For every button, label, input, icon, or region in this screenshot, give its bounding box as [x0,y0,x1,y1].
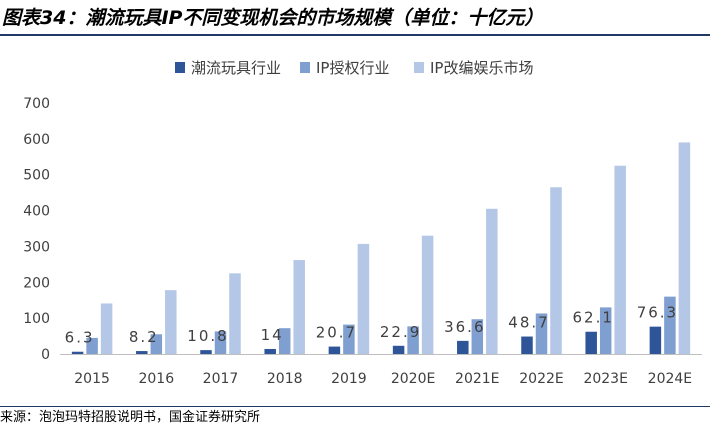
y-tick-label: 100 [23,311,50,327]
y-tick-label: 700 [23,96,50,112]
figure-title: 图表34：潮流玩具IP不同变现机会的市场规模（单位：十亿元） [2,7,544,29]
bar [599,307,612,354]
bar [614,165,626,354]
y-tick-label: 600 [23,132,50,148]
bar [421,235,434,354]
bar [136,351,148,354]
legend-item: IP改编娱乐市场 [414,59,533,77]
y-tick-label: 400 [23,204,50,220]
legend-swatch [175,62,185,73]
data-label: 20.7 [316,324,357,342]
bar [649,326,662,354]
bar [150,334,163,354]
y-tick-label: 0 [41,347,50,363]
bar [407,326,419,354]
bar [293,260,305,354]
bar [86,337,98,354]
bar [550,187,562,354]
bar [200,350,212,354]
bar [264,348,276,354]
x-tick-label: 2021E [455,371,499,387]
chart-legend: 潮流玩具行业 IP授权行业 IP改编娱乐市场 [175,59,533,77]
data-label: 6.3 [65,329,95,347]
y-tick-label: 200 [23,275,50,291]
bar [471,319,484,354]
legend-swatch [300,62,310,73]
bar [392,345,405,354]
x-tick-label: 2019 [331,371,367,387]
x-tick-label: 2020E [391,371,435,387]
legend-item: IP授权行业 [300,59,389,77]
legend-item: 潮流玩具行业 [175,59,281,77]
bar [71,351,84,354]
data-label: 8.2 [129,328,159,346]
bar [278,328,291,354]
bar [486,208,498,354]
data-label: 36.6 [444,318,485,336]
bar [521,336,533,354]
bar [585,331,597,354]
bar [100,303,113,354]
bar [328,346,341,354]
bar [457,340,469,354]
bar [214,331,227,354]
x-axis: 2015 2016 2017 2018 2019 2020E 2021E 2022E 2023E… [60,354,702,387]
y-tick-label: 500 [23,168,50,184]
x-tick-label: 2015 [74,371,110,387]
data-label: 14 [261,326,284,344]
y-axis: 0 100 200 300 400 500 600 700 [23,96,50,363]
bar [343,324,355,354]
bar [535,313,548,354]
legend-label: IP授权行业 [316,59,389,77]
legend-label: IP改编娱乐市场 [430,59,533,77]
bar [229,273,241,354]
data-label: 22.9 [380,323,421,341]
title-divider [0,34,710,36]
bar [678,142,691,354]
data-label: 76.3 [637,304,678,322]
data-labels: 6.3 8.2 10.8 14 20.7 22.9 36.6 48.7 62.1 76.3 [65,304,678,347]
legend-swatch [414,62,424,73]
bar [664,296,676,354]
x-tick-label: 2016 [138,371,174,387]
source-note: 来源：泡泡玛特招股说明书，国金证券研究所 [0,406,710,429]
x-tick-label: 2018 [267,371,303,387]
y-tick-label: 300 [23,239,50,255]
x-tick-label: 2023E [583,371,627,387]
legend-label: 潮流玩具行业 [191,59,281,77]
data-label: 10.8 [187,327,228,345]
x-tick-label: 2024E [648,371,692,387]
data-label: 62.1 [572,309,613,327]
bar [165,290,177,354]
bar-series [71,142,691,354]
data-label: 48.7 [508,314,549,332]
bar [357,243,370,354]
x-tick-label: 2022E [519,371,563,387]
market-size-bar-chart: 潮流玩具行业 IP授权行业 IP改编娱乐市场 0 100 200 300 400 500 600… [23,59,702,387]
x-tick-label: 2017 [203,371,239,387]
